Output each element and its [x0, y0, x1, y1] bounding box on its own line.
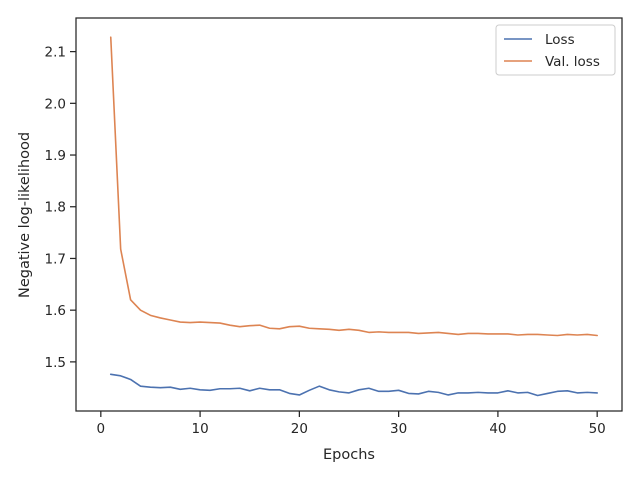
y-tick-label: 2.0: [45, 96, 66, 112]
y-tick-label: 1.8: [45, 200, 66, 216]
x-tick-label: 30: [390, 421, 407, 437]
x-tick-label: 50: [589, 421, 606, 437]
y-tick-label: 1.5: [45, 355, 66, 371]
y-axis-ticks: 1.5 1.6 1.7 1.8 1.9 2.0 2.1: [45, 45, 76, 371]
x-tick-label: 0: [97, 421, 106, 437]
x-axis-label: Epochs: [323, 447, 375, 463]
x-tick-label: 10: [191, 421, 208, 437]
x-axis-ticks: 0 10 20 30 40 50: [97, 411, 606, 437]
y-tick-label: 1.7: [45, 251, 66, 267]
legend-label-val-loss: Val. loss: [545, 54, 600, 70]
legend-frame: [495, 24, 616, 76]
plot-area-frame: [75, 17, 623, 412]
series-layer: [109, 36, 598, 397]
y-axis-label: Negative log-likelihood: [17, 132, 33, 298]
x-tick-label: 40: [489, 421, 506, 437]
y-tick-label: 1.6: [45, 303, 66, 319]
series-line-loss: [109, 373, 598, 397]
legend: Loss Val. loss: [495, 24, 616, 76]
y-tick-label: 1.9: [45, 148, 66, 164]
y-tick-label: 2.1: [45, 45, 66, 61]
legend-label-loss: Loss: [545, 32, 575, 48]
x-tick-label: 20: [291, 421, 308, 437]
series-line-val-loss: [109, 36, 598, 337]
